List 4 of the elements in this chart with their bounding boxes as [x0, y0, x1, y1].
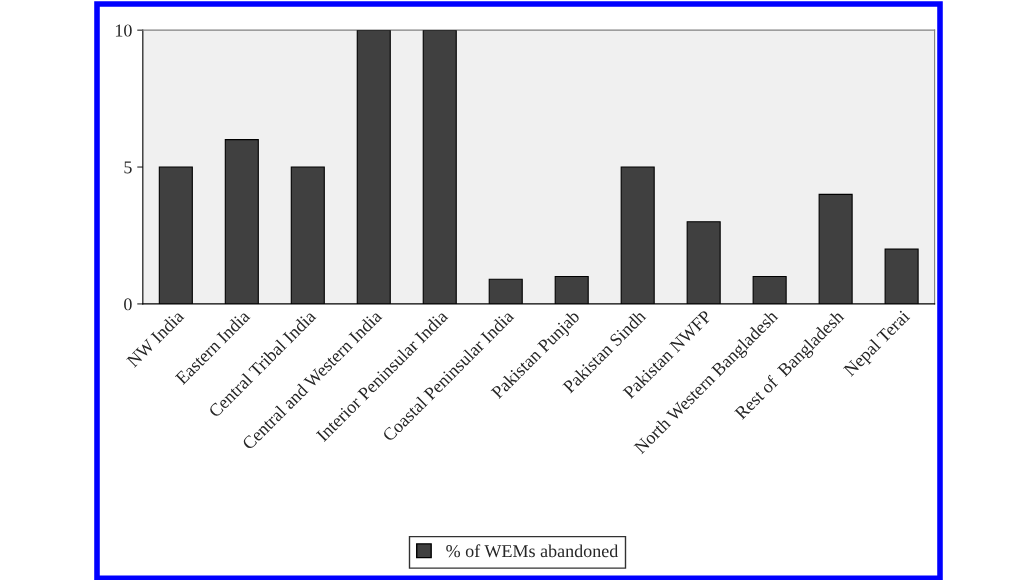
y-tick-label: 5 [124, 161, 132, 174]
legend-label: % of WEMs abandoned [446, 544, 619, 558]
y-tick-label: 10 [115, 24, 132, 37]
y-tick-label: 0 [124, 298, 132, 311]
